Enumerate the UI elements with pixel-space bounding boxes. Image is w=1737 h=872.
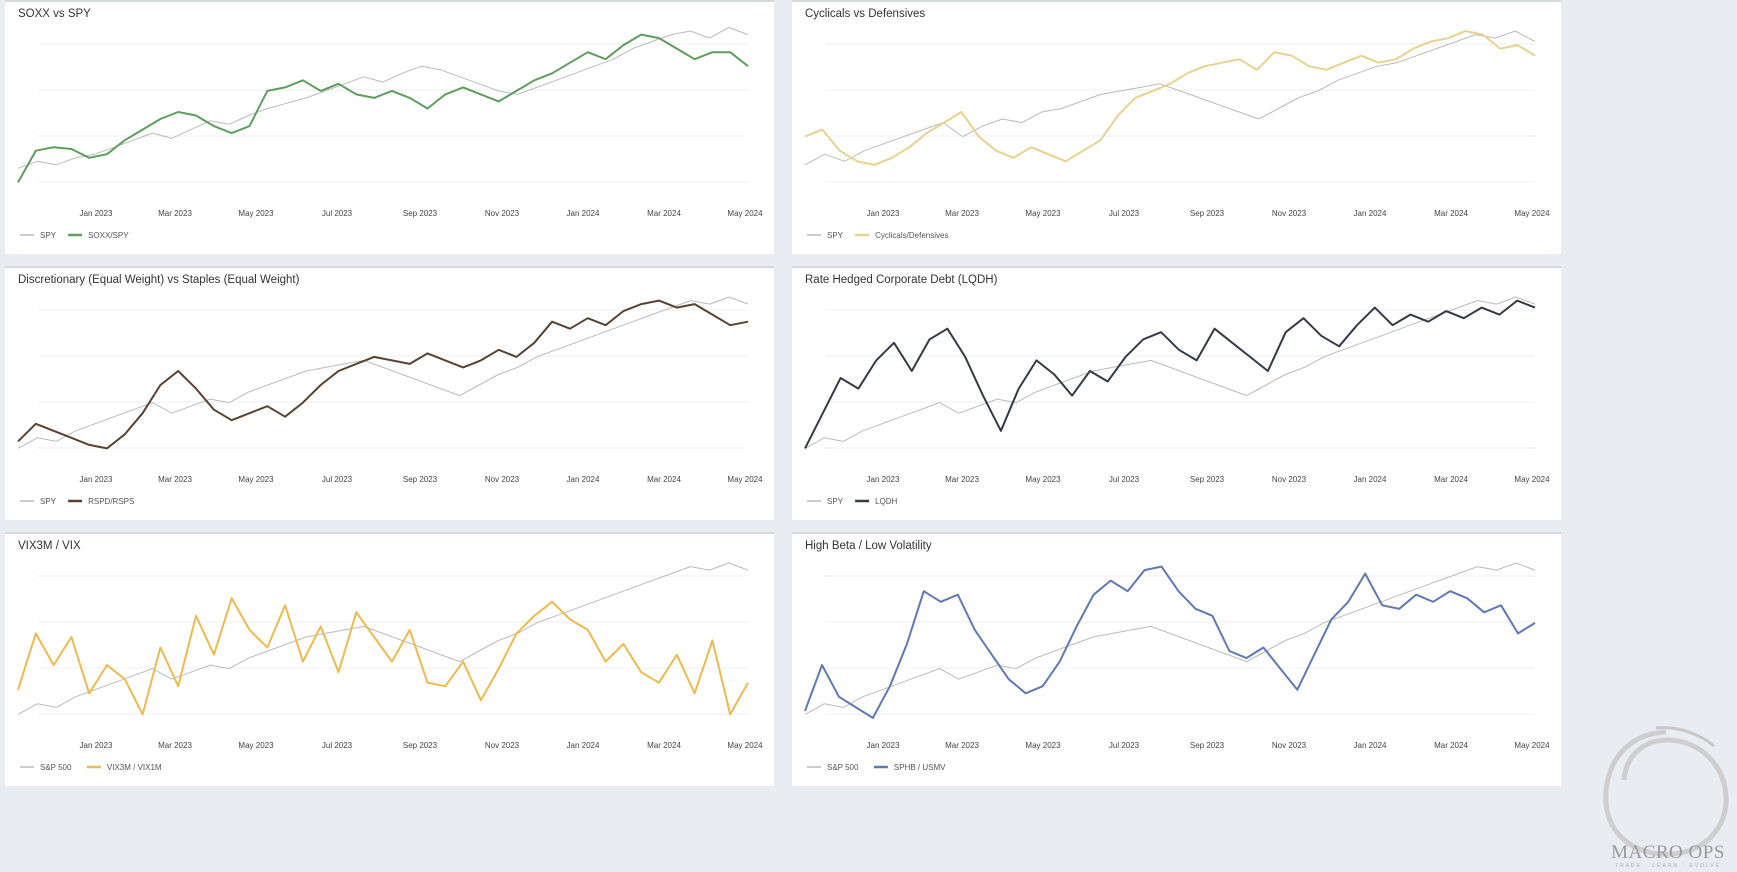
x-tick-label-may-2023: May 2023 (238, 209, 274, 218)
chart-panel-soxx-vs-spy: SOXX vs SPY Jan 2023 Mar 2023 May 2023 Jul 2… (5, 0, 774, 254)
legend-label-spy[interactable]: SPY (40, 497, 57, 506)
x-tick-label-mar-2023: Mar 2023 (158, 209, 192, 218)
x-tick-label-mar-2023: Mar 2023 (158, 475, 192, 484)
chart-title: Cyclicals vs Defensives (805, 8, 925, 20)
legend-label-spy[interactable]: SPY (827, 497, 844, 506)
x-tick-label-jul-2023: Jul 2023 (1109, 741, 1140, 750)
x-tick-label-jul-2023: Jul 2023 (1109, 475, 1140, 484)
x-tick-label-sep-2023: Sep 2023 (1190, 741, 1225, 750)
x-tick-label-jan-2023: Jan 2023 (867, 741, 900, 750)
series-line-spy[interactable] (17, 27, 749, 169)
x-tick-label-jan-2023: Jan 2023 (80, 475, 113, 484)
x-tick-label-mar-2024: Mar 2024 (1434, 475, 1468, 484)
legend-label-lqdh[interactable]: LQDH (875, 497, 897, 506)
legend-label-s-p-500[interactable]: S&P 500 (827, 763, 859, 772)
chart-panel-cyclicals-vs-defensives: Cyclicals vs Defensives Jan 2023 Mar 2023 M… (792, 0, 1561, 254)
legend-label-vix3m-vix1m[interactable]: VIX3M / VIX1M (107, 763, 162, 772)
legend-label-sphb-usmv[interactable]: SPHB / USMV (894, 763, 946, 772)
x-tick-label-mar-2023: Mar 2023 (945, 741, 979, 750)
x-tick-label-jan-2024: Jan 2024 (1354, 475, 1387, 484)
x-tick-label-nov-2023: Nov 2023 (485, 741, 520, 750)
x-tick-label-jul-2023: Jul 2023 (322, 475, 353, 484)
x-tick-label-nov-2023: Nov 2023 (1272, 475, 1307, 484)
x-tick-label-may-2024: May 2024 (727, 475, 763, 484)
series-line-sphb-usmv[interactable] (804, 565, 1536, 719)
x-tick-label-nov-2023: Nov 2023 (485, 475, 520, 484)
x-tick-label-sep-2023: Sep 2023 (403, 209, 438, 218)
series-line-spy[interactable] (804, 296, 1536, 449)
x-tick-label-jan-2024: Jan 2024 (1354, 741, 1387, 750)
x-tick-label-mar-2024: Mar 2024 (1434, 741, 1468, 750)
x-tick-label-mar-2023: Mar 2023 (945, 475, 979, 484)
x-tick-label-jan-2023: Jan 2023 (867, 209, 900, 218)
series-line-cyclicals-defensives[interactable] (804, 30, 1536, 166)
x-tick-label-may-2023: May 2023 (238, 475, 274, 484)
watermark-brand: MACRO OPS (1611, 842, 1725, 863)
x-tick-label-jul-2023: Jul 2023 (322, 209, 353, 218)
series-line-s-p-500[interactable] (804, 562, 1536, 715)
chart-title: Rate Hedged Corporate Debt (LQDH) (805, 274, 998, 286)
series-line-lqdh[interactable] (804, 299, 1536, 449)
x-tick-label-jan-2024: Jan 2024 (567, 209, 600, 218)
x-tick-label-mar-2024: Mar 2024 (647, 209, 681, 218)
x-tick-label-jan-2023: Jan 2023 (80, 741, 113, 750)
series-line-soxx-spy[interactable] (17, 33, 749, 183)
legend-label-s-p-500[interactable]: S&P 500 (40, 763, 72, 772)
x-tick-label-may-2024: May 2024 (1514, 475, 1550, 484)
x-tick-label-mar-2023: Mar 2023 (945, 209, 979, 218)
x-tick-label-may-2023: May 2023 (238, 741, 274, 750)
chart-panel-discretionary-vs-staples: Discretionary (Equal Weight) vs Staples … (5, 266, 774, 520)
x-tick-label-jan-2024: Jan 2024 (567, 475, 600, 484)
macro-ops-logo (1603, 726, 1729, 857)
legend-label-cyclicals-defensives[interactable]: Cyclicals/Defensives (875, 231, 948, 240)
x-tick-label-may-2024: May 2024 (727, 741, 763, 750)
legend-label-spy[interactable]: SPY (827, 231, 844, 240)
x-tick-label-nov-2023: Nov 2023 (485, 209, 520, 218)
x-tick-label-jan-2024: Jan 2024 (567, 741, 600, 750)
chart-title: Discretionary (Equal Weight) vs Staples … (18, 274, 300, 286)
series-line-spy[interactable] (17, 296, 749, 449)
x-tick-label-jul-2023: Jul 2023 (322, 741, 353, 750)
x-tick-label-may-2024: May 2024 (1514, 209, 1550, 218)
watermark-tagline: TRADE · LEARN · EVOLVE (1614, 863, 1722, 869)
x-tick-label-sep-2023: Sep 2023 (1190, 209, 1225, 218)
x-tick-label-sep-2023: Sep 2023 (403, 475, 438, 484)
series-line-spy[interactable] (804, 30, 1536, 166)
x-tick-label-sep-2023: Sep 2023 (403, 741, 438, 750)
x-tick-label-jan-2023: Jan 2023 (867, 475, 900, 484)
x-tick-label-mar-2024: Mar 2024 (647, 741, 681, 750)
x-tick-label-jan-2023: Jan 2023 (80, 209, 113, 218)
x-tick-label-jan-2024: Jan 2024 (1354, 209, 1387, 218)
chart-panel-lqdh: Rate Hedged Corporate Debt (LQDH) Jan 202… (792, 266, 1561, 520)
x-tick-label-nov-2023: Nov 2023 (1272, 209, 1307, 218)
x-tick-label-nov-2023: Nov 2023 (1272, 741, 1307, 750)
series-line-vix3m-vix1m[interactable] (17, 597, 749, 716)
x-tick-label-jul-2023: Jul 2023 (1109, 209, 1140, 218)
series-line-s-p-500[interactable] (17, 562, 749, 715)
chart-title: VIX3M / VIX (18, 540, 81, 552)
x-tick-label-mar-2023: Mar 2023 (158, 741, 192, 750)
x-tick-label-may-2023: May 2023 (1025, 209, 1061, 218)
chart-title: SOXX vs SPY (18, 8, 91, 20)
x-tick-label-mar-2024: Mar 2024 (647, 475, 681, 484)
chart-panel-vix3m-vix: VIX3M / VIX Jan 2023 Mar 2023 May 2023 Jul 2… (5, 532, 774, 786)
legend-label-soxx-spy[interactable]: SOXX/SPY (88, 231, 129, 240)
series-line-rspd-rsps[interactable] (17, 299, 749, 450)
x-tick-label-sep-2023: Sep 2023 (1190, 475, 1225, 484)
x-tick-label-may-2024: May 2024 (1514, 741, 1550, 750)
x-tick-label-may-2023: May 2023 (1025, 475, 1061, 484)
legend-label-rspd-rsps[interactable]: RSPD/RSPS (88, 497, 134, 506)
legend-label-spy[interactable]: SPY (40, 231, 57, 240)
chart-panel-high-beta-low-vol: High Beta / Low Volatility Jan 2023 Mar 20… (792, 532, 1561, 786)
x-tick-label-may-2024: May 2024 (727, 209, 763, 218)
x-tick-label-may-2023: May 2023 (1025, 741, 1061, 750)
x-tick-label-mar-2024: Mar 2024 (1434, 209, 1468, 218)
chart-title: High Beta / Low Volatility (805, 540, 932, 552)
